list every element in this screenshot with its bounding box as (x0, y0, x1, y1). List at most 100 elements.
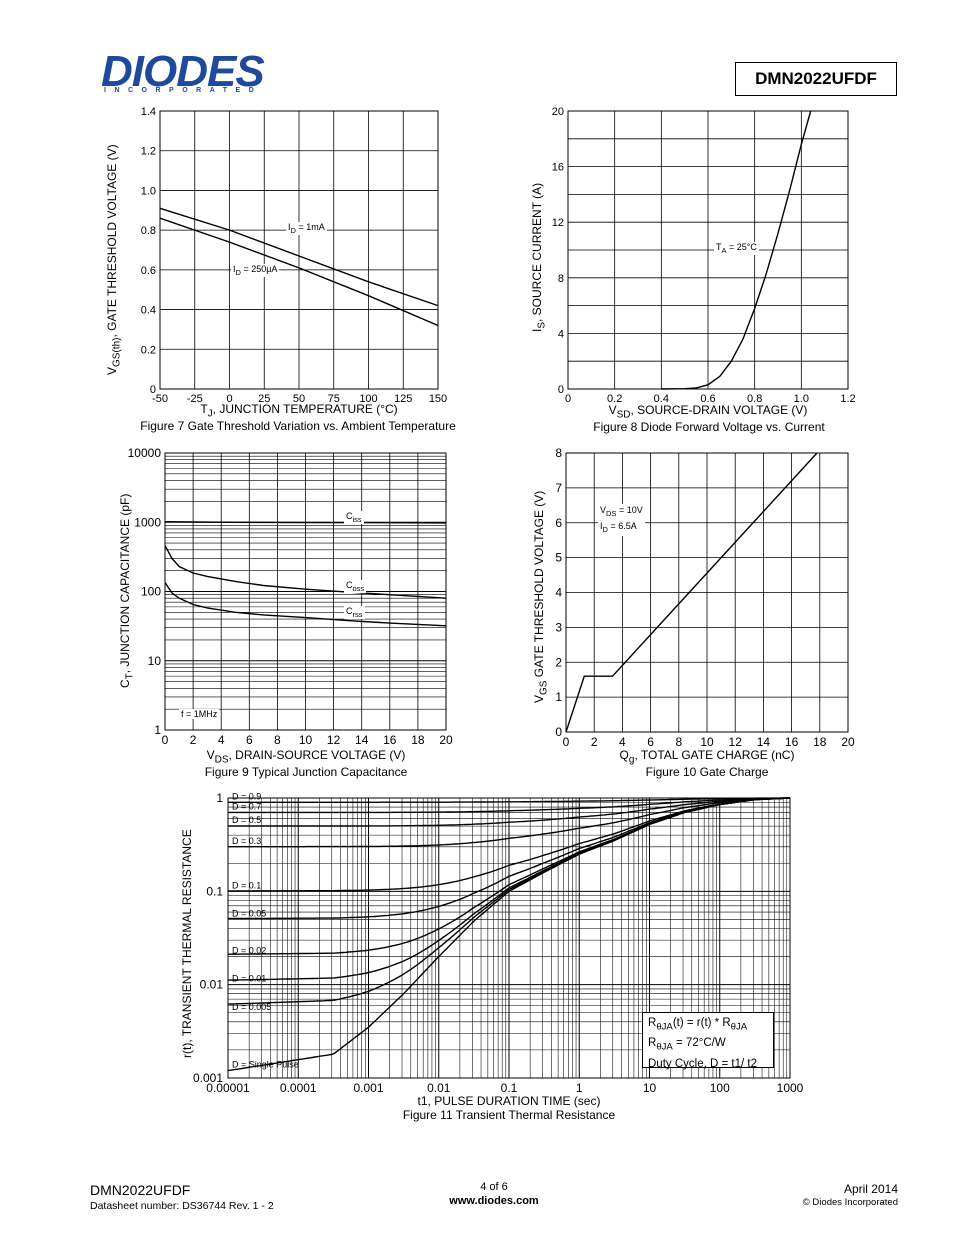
x-tick-label: 0.8 (747, 393, 762, 405)
diodes-logo: DIODES (101, 47, 265, 96)
x-tick-label: 20 (841, 735, 855, 749)
fig9-caption: Figure 9 Typical Junction Capacitance (204, 765, 408, 779)
fig11-legend-line2: RθJA = 72°C/W (648, 1037, 726, 1053)
plot-frame (567, 110, 849, 390)
y-tick-label: 1 (154, 723, 161, 737)
fig10-annot-id: ID = 6.5A (600, 520, 637, 534)
y-tick-label: 0.1 (206, 884, 223, 898)
x-tick-label: 18 (411, 733, 425, 747)
y-tick-label: 0.2 (141, 344, 156, 356)
series-line-2 (159, 217, 439, 327)
x-tick-label: 0 (565, 393, 571, 405)
x-tick-label: 0 (226, 393, 232, 405)
part-number-header: DMN2022UFDF (735, 62, 897, 96)
x-tick-label: 2 (190, 733, 197, 747)
x-tick-label: 0.2 (607, 393, 622, 405)
fig11-legend-box: RθJA(t) = r(t) * RθJA RθJA = 72°C/W Duty… (642, 1012, 774, 1070)
footer-part-number: DMN2022UFDF (90, 1182, 191, 1198)
y-tick-label: 1 (555, 690, 562, 704)
x-tick-label: 0.001 (353, 1081, 383, 1095)
series-line-coss (164, 545, 447, 599)
plot-frame (565, 452, 849, 733)
y-tick-label: 1.0 (141, 185, 156, 197)
y-tick-label: 4 (555, 586, 562, 600)
fig10-xlabel: Qg, TOTAL GATE CHARGE (nC) (619, 748, 795, 766)
series-line-10 (227, 797, 791, 1072)
fig9-label-coss: Coss (344, 580, 367, 593)
series-line-3 (228, 797, 791, 827)
series-label-1: D = 0.9 (232, 791, 261, 801)
x-tick-label: 6 (647, 735, 654, 749)
y-tick-label: 8 (555, 446, 562, 460)
plot-frame (164, 452, 447, 731)
y-tick-label: 1 (216, 791, 223, 805)
fig7-annot-250ua: ID = 250μA (231, 264, 280, 277)
fig11-caption: Figure 11 Transient Thermal Resistance (402, 1108, 616, 1122)
footer-copyright: © Diodes Incorporated (802, 1197, 898, 1208)
y-tick-label: 2 (555, 655, 562, 669)
x-tick-label: 0 (162, 733, 169, 747)
fig7-annot-1ma: ID = 1mA (286, 222, 327, 235)
y-tick-label: 10 (148, 654, 162, 668)
x-tick-label: 1.2 (840, 393, 855, 405)
footer-website-link[interactable]: www.diodes.com (449, 1195, 539, 1207)
y-tick-label: 1.2 (141, 146, 156, 158)
x-tick-label: 0.0001 (280, 1081, 317, 1095)
x-tick-label: 16 (785, 735, 799, 749)
series-label-6: D = 0.05 (232, 908, 266, 918)
x-tick-label: 2 (591, 735, 598, 749)
series-line-ciss (164, 521, 447, 524)
series-label-3: D = 0.5 (232, 815, 261, 825)
y-tick-label: 4 (558, 328, 564, 340)
y-tick-label: 6 (555, 516, 562, 530)
series-label-10: D = Single Pulse (232, 1060, 299, 1070)
x-tick-label: 12 (327, 733, 341, 747)
x-tick-label: 8 (274, 733, 281, 747)
fig9-xlabel: VDS, DRAIN-SOURCE VOLTAGE (V) (206, 748, 406, 766)
series-line-1 (661, 110, 812, 390)
fig9-ylabel: CT, JUNCTION CAPACITANCE (pF) (118, 493, 136, 688)
fig10-ylabel: VGS GATE THRESHOLD VOLTAGE (V) (532, 490, 550, 703)
fig8-xlabel: VSD, SOURCE-DRAIN VOLTAGE (V) (608, 403, 808, 421)
y-tick-label: 100 (141, 585, 161, 599)
plot-frame (227, 797, 791, 1079)
y-tick-label: 0 (150, 384, 156, 396)
x-tick-label: 50 (293, 393, 305, 405)
footer-page-number: 4 of 6 (480, 1181, 508, 1193)
series-label-4: D = 0.3 (232, 836, 261, 846)
x-tick-label: 16 (383, 733, 397, 747)
x-tick-label: 0.00001 (206, 1081, 250, 1095)
y-tick-label: 20 (552, 106, 564, 118)
x-tick-label: 1.0 (794, 393, 809, 405)
series-line-1 (159, 207, 439, 307)
series-line-crss (164, 582, 447, 627)
x-tick-label: 0.4 (654, 393, 669, 405)
series-label-5: D = 0.1 (232, 880, 261, 890)
series-label-8: D = 0.01 (232, 974, 266, 984)
fig11-legend-line3: Duty Cycle, D = t1/ t2 (648, 1057, 757, 1070)
x-tick-label: 0.01 (427, 1081, 451, 1095)
x-tick-label: 10 (299, 733, 313, 747)
series-line-2 (228, 797, 790, 814)
x-tick-label: 100 (710, 1081, 730, 1095)
figure-7-chart: -50 -25 0 25 50 75 100 125 150 0 0.2 0.4 0.6 0.8 1.0 1.… (141, 106, 447, 405)
y-tick-label: 10000 (128, 446, 162, 460)
figure-9-chart: 0 2 4 6 8 10 12 14 16 18 20 1 10 100 1000 10000 (128, 446, 453, 747)
y-tick-label: 12 (552, 217, 564, 229)
fig10-caption: Figure 10 Gate Charge (645, 765, 769, 779)
fig9-label-crss: Crss (344, 606, 365, 619)
x-tick-label: 4 (218, 733, 225, 747)
footer-date: April 2014 (843, 1182, 898, 1196)
x-tick-label: 6 (246, 733, 253, 747)
fig11-ylabel: r(t), TRANSIENT THERMAL RESISTANCE (180, 829, 194, 1058)
fig9-label-freq: f = 1MHz (179, 709, 220, 719)
figure-8-chart: 0 0.2 0.4 0.6 0.8 1.0 1.2 0 4 8 12 16 20 (552, 106, 856, 405)
fig11-xlabel: t1, PULSE DURATION TIME (sec) (417, 1094, 601, 1108)
x-tick-label: 0.6 (700, 393, 715, 405)
x-tick-label: 14 (757, 735, 771, 749)
x-tick-label: 10 (700, 735, 714, 749)
y-tick-label: 7 (555, 481, 562, 495)
footer-datasheet-number: Datasheet number: DS36744 Rev. 1 - 2 (90, 1200, 274, 1212)
